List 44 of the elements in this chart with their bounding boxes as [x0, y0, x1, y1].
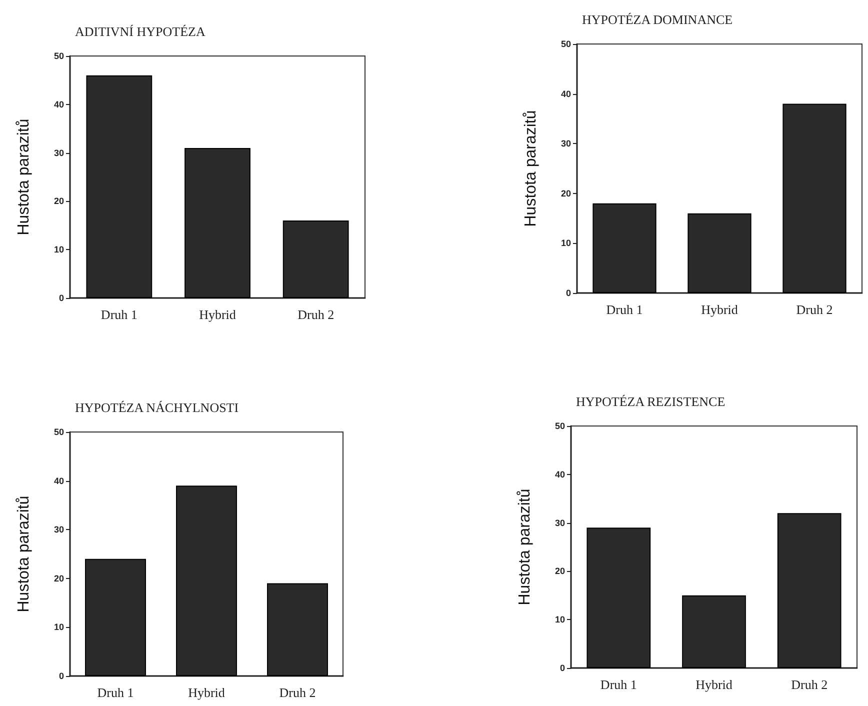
y-tick-label: 20	[54, 573, 64, 584]
y-axis-title: Hustota parazitů	[16, 118, 32, 236]
y-tick-label: 0	[560, 663, 565, 673]
y-axis-title: Hustota parazitů	[16, 496, 32, 612]
y-tick-label: 0	[58, 293, 64, 303]
y-tick-label: 10	[560, 238, 571, 248]
y-tick-label: 50	[554, 421, 565, 431]
y-tick-label: 30	[554, 518, 565, 528]
y-tick-label: 0	[58, 671, 64, 681]
x-tick-label: Druh 1	[606, 302, 643, 317]
y-tick-label: 40	[54, 476, 64, 486]
y-tick-label: 50	[54, 51, 64, 61]
x-tick-label: Hybrid	[199, 307, 236, 322]
y-tick-label: 40	[54, 99, 64, 110]
x-tick-label: Druh 1	[100, 307, 138, 322]
chart-title: ADITIVNÍ HYPOTÉZA	[75, 24, 206, 39]
y-tick-label: 10	[554, 614, 565, 625]
y-tick-label: 20	[554, 566, 565, 576]
y-tick-label: 0	[566, 288, 571, 298]
x-tick-label: Druh 2	[298, 307, 334, 322]
y-tick-label: 40	[554, 469, 565, 480]
x-tick-label: Druh 1	[97, 685, 134, 700]
chart-title: HYPOTÉZA DOMINANCE	[582, 12, 733, 27]
x-tick-label: Druh 2	[796, 302, 833, 317]
y-tick-label: 30	[54, 148, 64, 158]
y-axis-title: Hustota parazitů	[516, 488, 534, 606]
y-tick-label: 30	[560, 138, 571, 149]
y-axis-title: Hustota parazitů	[522, 110, 540, 227]
y-tick-label: 20	[54, 196, 64, 206]
y-tick-label: 40	[560, 88, 571, 99]
x-tick-label: Hybrid	[188, 685, 226, 700]
y-tick-label: 30	[54, 524, 64, 535]
x-tick-label: Hybrid	[696, 677, 733, 692]
x-tick-label: Druh 2	[279, 685, 316, 700]
chart-title: HYPOTÉZA NÁCHYLNOSTI	[75, 400, 239, 415]
y-tick-label: 50	[560, 39, 571, 49]
y-tick-label: 10	[54, 622, 64, 632]
y-tick-label: 10	[54, 244, 64, 255]
x-tick-label: Druh 2	[791, 677, 828, 692]
x-tick-label: Hybrid	[701, 302, 738, 317]
chart-title: HYPOTÉZA REZISTENCE	[576, 394, 726, 409]
y-tick-label: 50	[54, 427, 64, 437]
x-tick-label: Druh 1	[600, 677, 637, 692]
y-tick-label: 20	[560, 188, 571, 198]
